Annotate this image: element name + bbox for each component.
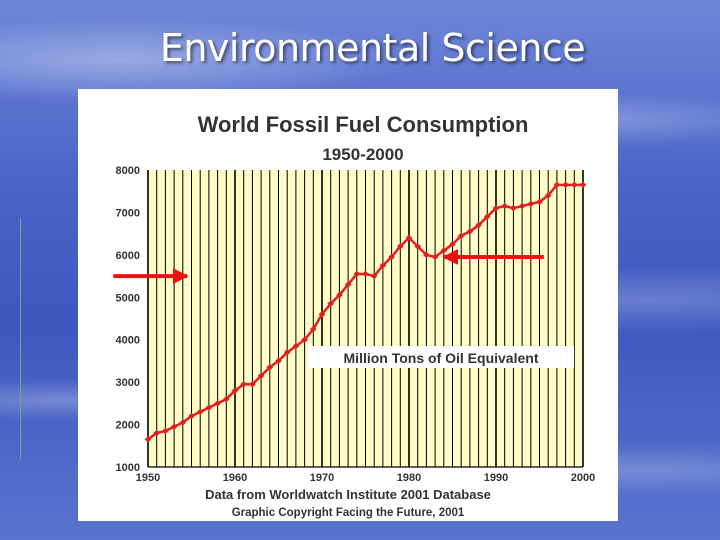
data-point-1978: [388, 253, 395, 261]
x-tick-label-1950: 1950: [136, 472, 160, 484]
data-point-1986: [457, 232, 465, 240]
y-tick-label-8000: 8000: [116, 165, 140, 177]
data-point-1997: [553, 181, 561, 189]
data-point-1982: [423, 251, 430, 259]
data-point-1988: [475, 221, 482, 229]
decorative-line: [20, 218, 21, 460]
chart-title: World Fossil Fuel Consumption: [198, 112, 529, 137]
arrows: [113, 248, 544, 285]
data-point-1973: [344, 281, 352, 288]
data-point-1969: [310, 325, 317, 333]
data-point-1962: [249, 380, 256, 388]
slide-title: Environmental Science: [159, 26, 586, 70]
data-point-1950: [144, 436, 152, 443]
data-point-1953: [170, 423, 178, 430]
annotation-label: Million Tons of Oil Equivalent: [344, 350, 539, 366]
data-point-1983: [431, 253, 439, 261]
data-point-1966: [283, 349, 291, 356]
data-point-1976: [370, 272, 378, 280]
data-point-1981: [414, 243, 421, 250]
data-point-1980: [405, 234, 413, 242]
data-point-1961: [240, 380, 247, 388]
data-point-1957: [205, 404, 213, 411]
source-line-2: Graphic Copyright Facing the Future, 200…: [232, 507, 465, 519]
grid-lines: [147, 170, 584, 468]
data-point-1972: [336, 291, 343, 299]
y-tick-label-5000: 5000: [116, 292, 140, 304]
y-tick-label-6000: 6000: [116, 250, 140, 262]
data-point-1996: [544, 192, 552, 199]
data-point-1955: [188, 412, 195, 420]
data-point-1963: [257, 372, 265, 380]
data-point-1977: [379, 262, 387, 269]
data-point-1985: [449, 240, 456, 248]
data-point-1965: [275, 357, 282, 365]
data-point-1974: [353, 270, 361, 278]
x-tick-label-1980: 1980: [397, 472, 421, 484]
y-tick-label-2000: 2000: [116, 420, 140, 432]
data-point-1952: [162, 427, 169, 435]
source-line-1: Data from Worldwatch Institute 2001 Data…: [205, 487, 491, 502]
data-point-1960: [231, 387, 239, 394]
x-tick-label-1960: 1960: [223, 472, 247, 484]
y-tick-label-4000: 4000: [116, 335, 140, 347]
data-point-1979: [397, 243, 404, 250]
chart-subtitle: 1950-2000: [322, 145, 403, 164]
data-point-1998: [562, 181, 569, 189]
data-point-1967: [292, 342, 300, 350]
data-point-1975: [362, 270, 369, 278]
data-point-1958: [214, 400, 221, 407]
x-tick-label-1970: 1970: [310, 472, 334, 484]
x-tick-label-2000: 2000: [571, 472, 595, 484]
x-axis-ticks: 1950 1960 1970 1980 1990 2000: [136, 472, 595, 484]
data-point-1964: [266, 363, 274, 371]
data-point-1994: [527, 200, 535, 208]
y-axis-ticks: 1000 2000 3000 4000 5000 6000 7000 8000: [116, 165, 140, 474]
annotation-box: [308, 346, 574, 368]
data-point-1968: [301, 336, 308, 344]
x-tick-label-1990: 1990: [484, 472, 508, 484]
fossil-fuel-chart: World Fossil Fuel Consumption 1950-2000 …: [113, 112, 595, 519]
data-point-1987: [466, 228, 474, 235]
data-point-1999: [571, 181, 578, 189]
y-tick-label-1000: 1000: [116, 462, 140, 474]
data-point-1971: [327, 300, 334, 307]
data-point-1970: [318, 310, 326, 318]
y-tick-label-7000: 7000: [116, 207, 140, 219]
y-tick-label-3000: 3000: [116, 377, 140, 389]
data-point-1959: [223, 395, 230, 403]
chart-panel: World Fossil Fuel Consumption 1950-2000 …: [78, 89, 618, 521]
